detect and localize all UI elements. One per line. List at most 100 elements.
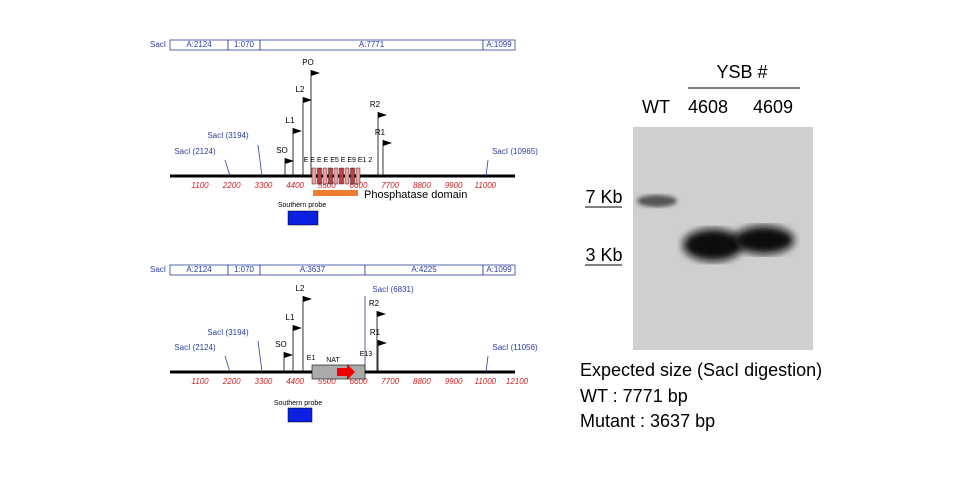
site-label: SacI (10965) xyxy=(492,147,538,156)
site-line xyxy=(257,144,263,177)
header-segment xyxy=(482,264,516,276)
tick-label: 7700 xyxy=(381,181,399,190)
tick-label: 8800 xyxy=(413,377,431,386)
caption: Expected size (SacI digestion) xyxy=(580,360,822,380)
probe xyxy=(287,210,319,226)
header-label: 1:070 xyxy=(234,40,255,49)
primer-flag xyxy=(378,340,387,346)
site-label: SacI (6831) xyxy=(372,285,414,294)
primer-label: L2 xyxy=(296,85,305,94)
primer-label: SO xyxy=(275,340,287,349)
band xyxy=(637,195,677,207)
header-left: SacI xyxy=(150,265,166,274)
site-label: SacI (3194) xyxy=(207,328,249,337)
domain-label: Phosphatase domain xyxy=(364,189,467,201)
exon xyxy=(344,167,350,185)
probe-label: Southern probe xyxy=(278,202,326,209)
primer-label: L1 xyxy=(286,313,295,322)
primer-label: R1 xyxy=(370,328,381,337)
tick-label: 3300 xyxy=(255,377,273,386)
primer-label: L1 xyxy=(286,116,295,125)
primer-flag xyxy=(293,325,302,331)
exon xyxy=(333,167,339,185)
primer-flag xyxy=(383,140,392,146)
exon xyxy=(339,167,344,185)
tick-label: 2200 xyxy=(222,181,241,190)
tick-label: 2200 xyxy=(222,377,241,386)
exon xyxy=(328,167,333,185)
probe xyxy=(287,407,313,423)
exon xyxy=(350,167,355,185)
exon xyxy=(311,167,317,185)
probe-label: Southern probe xyxy=(274,400,322,407)
tick-label: 7700 xyxy=(381,377,399,386)
lane-label: 4609 xyxy=(753,97,793,117)
tick-label: 4400 xyxy=(286,181,304,190)
tick-label: 8800 xyxy=(413,181,431,190)
primer-label: R1 xyxy=(375,128,386,137)
primer-label: L2 xyxy=(296,284,305,293)
header-label: A:2124 xyxy=(186,40,212,49)
header-segment xyxy=(482,39,516,51)
tick-label: 5500 xyxy=(318,181,336,190)
caption: WT : 7771 bp xyxy=(580,386,688,406)
tick-label: 1100 xyxy=(191,181,209,190)
primer-label: R2 xyxy=(369,299,380,308)
primer-label: PO xyxy=(302,58,314,67)
tick-label: 6600 xyxy=(350,181,368,190)
band xyxy=(734,226,794,254)
site-label: SacI (3194) xyxy=(207,131,249,140)
primer-flag xyxy=(303,97,312,103)
primer-flag xyxy=(293,128,302,134)
primer-flag xyxy=(311,70,320,76)
site-line xyxy=(224,159,231,177)
tick-label: 1100 xyxy=(191,377,209,386)
header-label: A:4225 xyxy=(411,265,437,274)
header-left: SacI xyxy=(150,40,166,49)
primer-flag xyxy=(377,311,386,317)
primer-flag xyxy=(303,296,312,302)
site-label: SacI (2124) xyxy=(174,343,216,352)
tick-label: 5500 xyxy=(318,377,336,386)
exon xyxy=(317,167,322,185)
band xyxy=(683,229,743,261)
tick-label: 6600 xyxy=(350,377,368,386)
exon-labels: E E E E E5 E E9 E1 2 xyxy=(304,157,373,164)
exon-label: NAT xyxy=(326,357,340,364)
site-line xyxy=(485,159,489,177)
primer-label: SO xyxy=(276,146,288,155)
header-label: A:1099 xyxy=(486,265,512,274)
primer-label: R2 xyxy=(370,100,381,109)
header-label: A:3637 xyxy=(300,265,326,274)
group-label: YSB # xyxy=(716,62,767,82)
header-label: A:1099 xyxy=(486,40,512,49)
header-label: A:2124 xyxy=(186,265,212,274)
site-label: SacI (11056) xyxy=(492,343,538,352)
marker-label: 7 Kb xyxy=(585,187,622,207)
domain-bar xyxy=(313,190,358,196)
lane-label: 4608 xyxy=(688,97,728,117)
primer-flag xyxy=(378,112,387,118)
site-line xyxy=(485,355,489,373)
caption: Mutant : 3637 bp xyxy=(580,411,715,431)
tick-label: 11000 xyxy=(474,377,496,386)
exon-label: E13 xyxy=(360,351,373,358)
header-label: A:7771 xyxy=(359,40,385,49)
header-label: 1:070 xyxy=(234,265,255,274)
tick-label: 9900 xyxy=(445,377,463,386)
exon xyxy=(355,167,361,185)
tick-label: 4400 xyxy=(286,377,304,386)
marker-label: 3 Kb xyxy=(585,245,622,265)
primer-flag xyxy=(285,158,294,164)
nat-arrow xyxy=(337,364,355,380)
tick-label: 9900 xyxy=(445,181,463,190)
tick-label: 11000 xyxy=(474,181,496,190)
exon xyxy=(322,167,328,185)
lane-label: WT xyxy=(642,97,670,117)
exon-label: E1 xyxy=(307,355,316,362)
tick-label: 12100 xyxy=(506,377,529,386)
tick-label: 3300 xyxy=(255,181,273,190)
site-label: SacI (2124) xyxy=(174,147,216,156)
site-line xyxy=(224,355,231,373)
